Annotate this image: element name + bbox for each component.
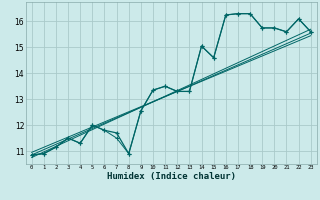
X-axis label: Humidex (Indice chaleur): Humidex (Indice chaleur) (107, 172, 236, 181)
